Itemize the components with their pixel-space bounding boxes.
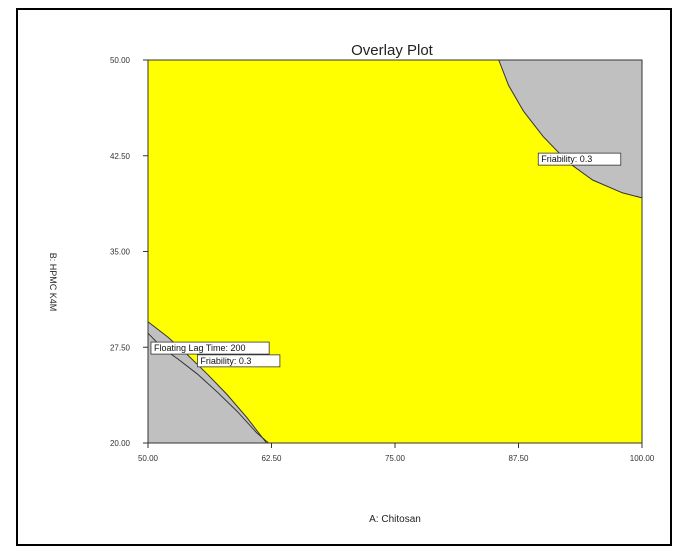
contour-label-1: Floating Lag Time: 200	[150, 341, 270, 355]
contour-line-0	[498, 59, 643, 199]
y-tick-label: 20.00	[110, 439, 131, 448]
contour-label-text: Friability: 0.3	[200, 356, 251, 366]
x-tick-label: 100.00	[630, 454, 655, 463]
contour-label-text: Floating Lag Time: 200	[154, 343, 246, 353]
y-axis-label: B: HPMC K4M	[48, 253, 58, 312]
x-axis-label: A: Chitosan	[369, 514, 421, 525]
y-tick-label: 27.50	[110, 343, 131, 352]
contour-label-box	[537, 152, 622, 166]
x-tick-label: 62.50	[261, 454, 282, 463]
chart-title: Overlay Plot	[351, 42, 434, 59]
contour-label-text: Friability: 0.3	[541, 154, 592, 164]
contour-line-1	[147, 321, 267, 444]
y-tick-label: 50.00	[110, 56, 131, 65]
contour-label-0: Friability: 0.3	[537, 152, 622, 166]
contour-label-2: Friability: 0.3	[196, 354, 281, 368]
contour-label-box	[196, 354, 281, 368]
y-tick-label: 35.00	[110, 248, 131, 257]
x-tick-label: 50.00	[138, 454, 159, 463]
x-tick-label: 87.50	[508, 454, 529, 463]
contour-label-box	[150, 341, 270, 355]
x-tick-label: 75.00	[385, 454, 406, 463]
y-tick-label: 42.50	[110, 152, 131, 161]
